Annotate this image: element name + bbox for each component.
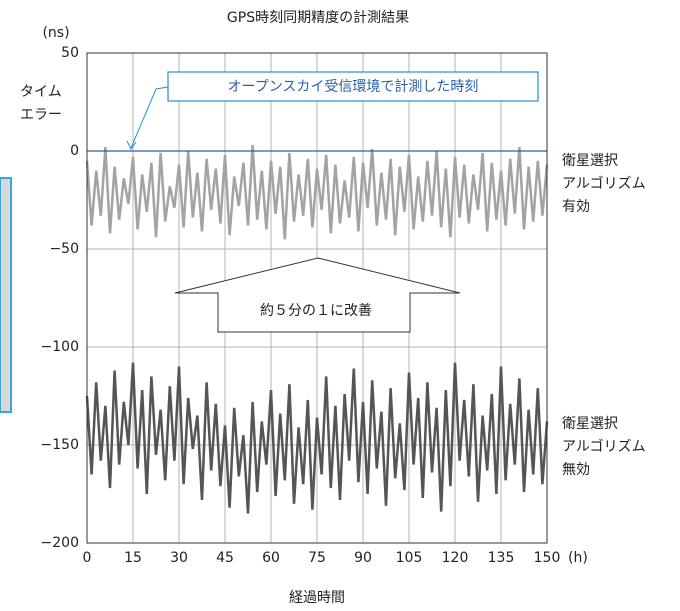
y-tick-label: 50	[61, 45, 79, 61]
x-tick-label: 15	[124, 550, 142, 566]
annotation: オープンスカイ受信環境で計測した時刻	[228, 79, 479, 95]
y-tick-label: −100	[41, 339, 79, 355]
legend-label: 衛星選択アルゴリズム有効	[562, 153, 646, 215]
chart: GPS時刻同期精度の計測結果 (ns) 経過時間 (h) 50 0 −50 −100 −…	[0, 0, 680, 611]
legend-label: 衛星選択アルゴリズム無効	[562, 416, 646, 478]
y-unit: (ns)	[42, 25, 69, 41]
x-tick-label: 30	[170, 550, 188, 566]
x-tick-label: 75	[308, 550, 326, 566]
y-label: タイムエラー	[20, 84, 62, 123]
x-tick-label: 60	[262, 550, 280, 566]
y-tick-label: 0	[70, 143, 79, 159]
x-tick-label: 105	[396, 550, 423, 566]
x-unit: (h)	[568, 550, 588, 566]
y-tick-label: −150	[41, 437, 79, 453]
x-tick-label: 0	[83, 550, 92, 566]
x-tick-label: 135	[488, 550, 515, 566]
y-tick-label: −200	[41, 535, 79, 551]
side-photo	[0, 178, 11, 412]
annotation: 約５分の１に改善	[260, 303, 372, 319]
x-tick-label: 90	[354, 550, 372, 566]
x-tick-label: 120	[442, 550, 469, 566]
x-tick-label: 150	[534, 550, 561, 566]
x-label: 経過時間	[289, 590, 345, 606]
chart-title: GPS時刻同期精度の計測結果	[227, 10, 409, 26]
y-tick-label: −50	[49, 241, 79, 257]
x-tick-label: 45	[216, 550, 234, 566]
